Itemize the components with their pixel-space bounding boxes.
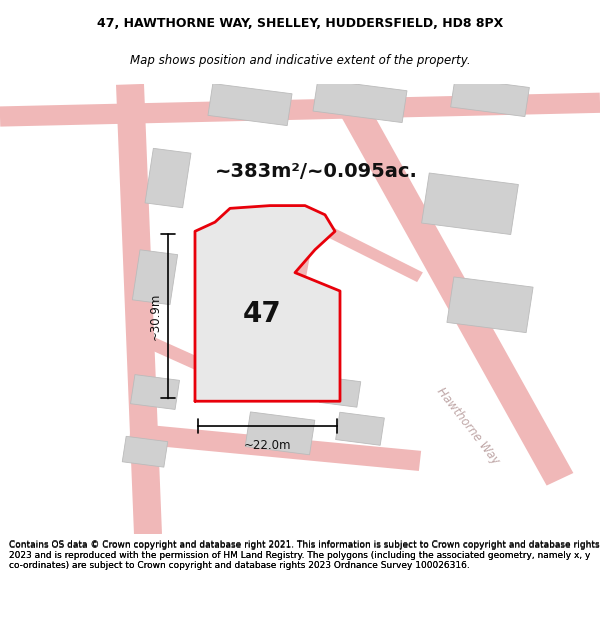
Polygon shape [195,206,340,401]
Text: ~30.9m: ~30.9m [149,292,162,340]
Bar [130,374,179,409]
Bar [335,412,385,445]
Bar [133,250,178,304]
Text: ~22.0m: ~22.0m [244,439,291,452]
Bar [447,277,533,332]
Polygon shape [145,336,243,389]
Bar [313,79,407,122]
Bar [451,78,529,117]
Bar [145,148,191,208]
Text: 47: 47 [242,300,281,328]
Text: Contains OS data © Crown copyright and database right 2021. This information is : Contains OS data © Crown copyright and d… [9,541,599,571]
Polygon shape [129,423,421,471]
Bar [122,436,168,467]
Bar [208,84,292,126]
Bar [245,412,315,455]
Bar [422,173,518,234]
Text: 47, HAWTHORNE WAY, SHELLEY, HUDDERSFIELD, HD8 8PX: 47, HAWTHORNE WAY, SHELLEY, HUDDERSFIELD… [97,17,503,30]
Text: Hawthorne Way: Hawthorne Way [434,385,502,467]
Polygon shape [0,92,600,127]
Text: ~383m²/~0.095ac.: ~383m²/~0.095ac. [215,162,418,181]
Text: Contains OS data © Crown copyright and database right 2021. This information is : Contains OS data © Crown copyright and d… [9,541,599,570]
Polygon shape [307,217,423,282]
Polygon shape [284,221,316,333]
Bar [319,377,361,408]
Polygon shape [326,78,574,486]
Text: Map shows position and indicative extent of the property.: Map shows position and indicative extent… [130,54,470,68]
Polygon shape [116,84,162,535]
